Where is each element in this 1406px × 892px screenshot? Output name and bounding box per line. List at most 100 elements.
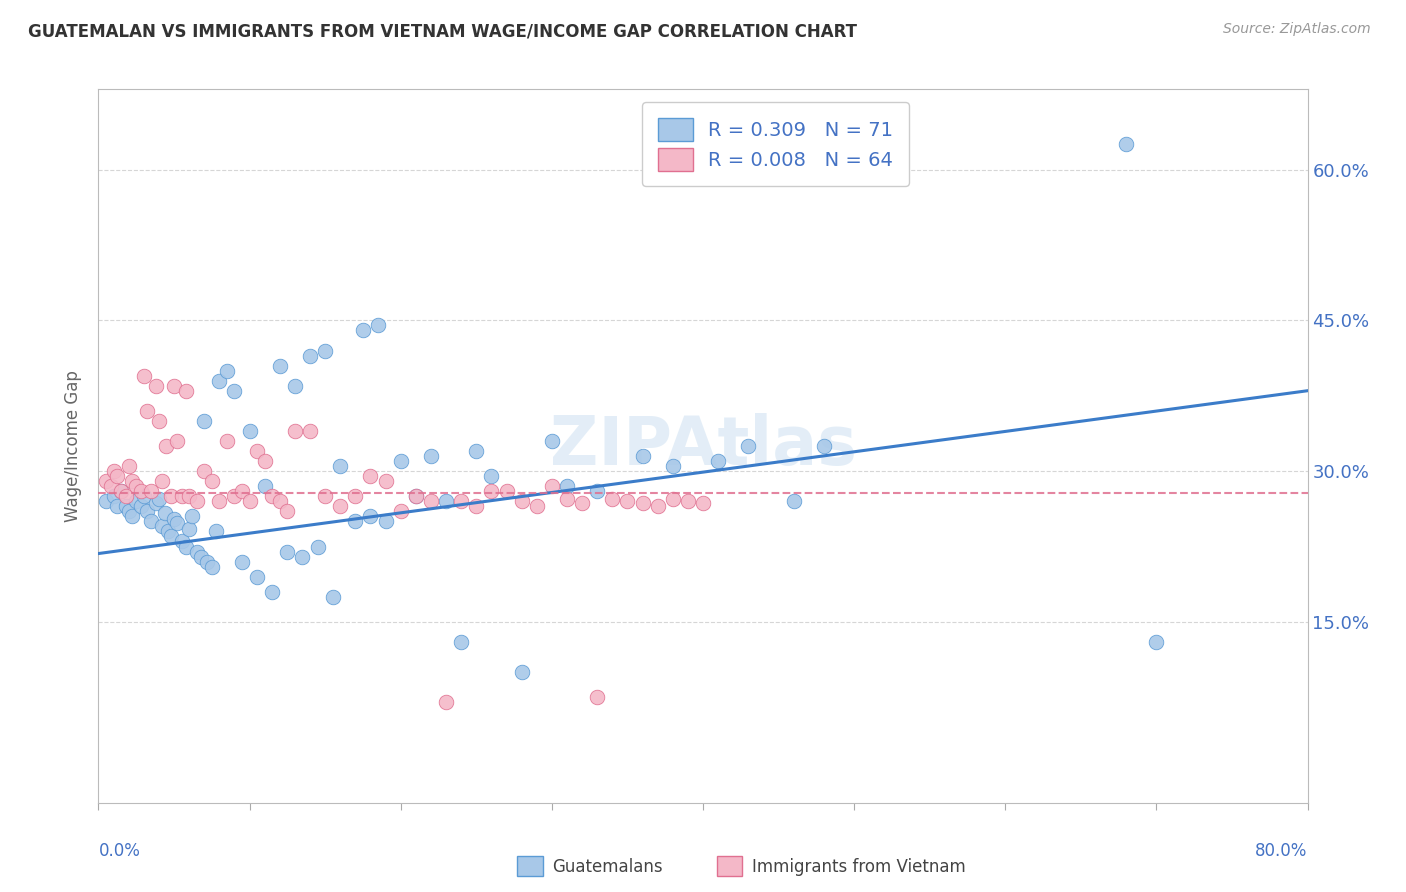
Point	[160, 529, 183, 543]
Point	[114, 500, 136, 514]
Point	[201, 559, 224, 574]
Point	[148, 414, 170, 428]
Point	[676, 494, 699, 508]
Point	[170, 489, 193, 503]
Point	[186, 544, 208, 558]
Point	[434, 695, 457, 709]
Point	[239, 494, 262, 508]
Point	[215, 363, 238, 377]
Point	[262, 489, 284, 503]
Point	[692, 496, 714, 510]
Text: ZIPAtlas: ZIPAtlas	[550, 413, 856, 479]
Text: Immigrants from Vietnam: Immigrants from Vietnam	[752, 858, 966, 876]
Point	[224, 489, 246, 503]
Point	[150, 474, 173, 488]
Point	[253, 454, 276, 468]
Point	[231, 555, 253, 569]
Point	[322, 590, 344, 604]
Point	[129, 484, 152, 499]
Point	[174, 540, 197, 554]
Text: 0.0%: 0.0%	[98, 842, 141, 860]
Point	[813, 439, 835, 453]
Point	[201, 474, 224, 488]
Point	[181, 509, 204, 524]
Point	[150, 519, 173, 533]
Point	[195, 555, 218, 569]
Point	[179, 489, 201, 503]
Point	[1144, 635, 1167, 649]
Point	[269, 359, 291, 373]
Point	[103, 464, 125, 478]
Point	[100, 479, 122, 493]
Point	[367, 318, 389, 333]
Point	[118, 459, 141, 474]
Point	[352, 323, 374, 337]
Point	[179, 523, 201, 537]
Point	[170, 534, 193, 549]
Point	[276, 504, 298, 518]
Point	[246, 569, 269, 583]
Point	[276, 544, 298, 558]
Point	[540, 434, 562, 448]
Point	[586, 690, 609, 705]
Point	[510, 665, 533, 680]
Point	[141, 515, 163, 529]
Point	[662, 492, 685, 507]
Point	[166, 516, 188, 531]
Point	[329, 500, 352, 514]
Point	[284, 424, 307, 438]
Point	[94, 494, 117, 508]
Point	[299, 424, 322, 438]
Point	[121, 474, 143, 488]
Point	[329, 459, 352, 474]
Point	[374, 474, 396, 488]
Point	[129, 500, 152, 514]
Point	[145, 496, 167, 510]
Point	[105, 469, 128, 483]
Point	[284, 378, 307, 392]
Point	[193, 464, 215, 478]
Point	[586, 484, 609, 499]
Point	[602, 492, 624, 507]
Point	[125, 494, 148, 508]
Point	[132, 489, 155, 503]
Point	[662, 459, 685, 474]
Point	[616, 494, 638, 508]
Point	[160, 489, 183, 503]
Point	[420, 449, 443, 463]
Point	[434, 494, 457, 508]
Point	[420, 494, 443, 508]
Point	[166, 434, 188, 448]
Y-axis label: Wage/Income Gap: Wage/Income Gap	[65, 370, 83, 522]
Point	[314, 489, 336, 503]
Point	[135, 504, 157, 518]
Point	[174, 384, 197, 398]
Point	[163, 512, 186, 526]
Point	[291, 549, 314, 564]
Point	[118, 504, 141, 518]
Point	[190, 549, 212, 564]
Legend: R = 0.309   N = 71, R = 0.008   N = 64: R = 0.309 N = 71, R = 0.008 N = 64	[643, 103, 908, 186]
Point	[253, 479, 276, 493]
Point	[495, 484, 517, 499]
Point	[163, 378, 186, 392]
Point	[186, 494, 208, 508]
Point	[156, 524, 179, 539]
Point	[344, 489, 367, 503]
Point	[205, 524, 228, 539]
Point	[389, 504, 412, 518]
Point	[360, 469, 382, 483]
Point	[307, 540, 329, 554]
Point	[510, 494, 533, 508]
Point	[571, 496, 593, 510]
Point	[193, 414, 215, 428]
Point	[105, 500, 128, 514]
Point	[631, 449, 654, 463]
Point	[555, 492, 578, 507]
Point	[148, 492, 170, 507]
Point	[239, 424, 262, 438]
Point	[481, 484, 503, 499]
Point	[450, 635, 472, 649]
Point	[246, 444, 269, 458]
Point	[707, 454, 730, 468]
